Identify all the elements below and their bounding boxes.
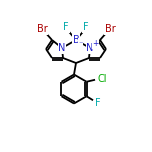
Text: N: N xyxy=(86,43,94,53)
Text: ⁻: ⁻ xyxy=(78,39,83,48)
Text: F: F xyxy=(63,22,69,33)
Text: Br: Br xyxy=(37,24,47,34)
Text: B: B xyxy=(73,35,79,45)
Text: +: + xyxy=(92,40,99,48)
Text: N: N xyxy=(58,43,66,53)
Text: Cl: Cl xyxy=(97,74,107,84)
Text: F: F xyxy=(83,22,89,33)
Text: Br: Br xyxy=(105,24,115,34)
Text: F: F xyxy=(95,98,101,108)
